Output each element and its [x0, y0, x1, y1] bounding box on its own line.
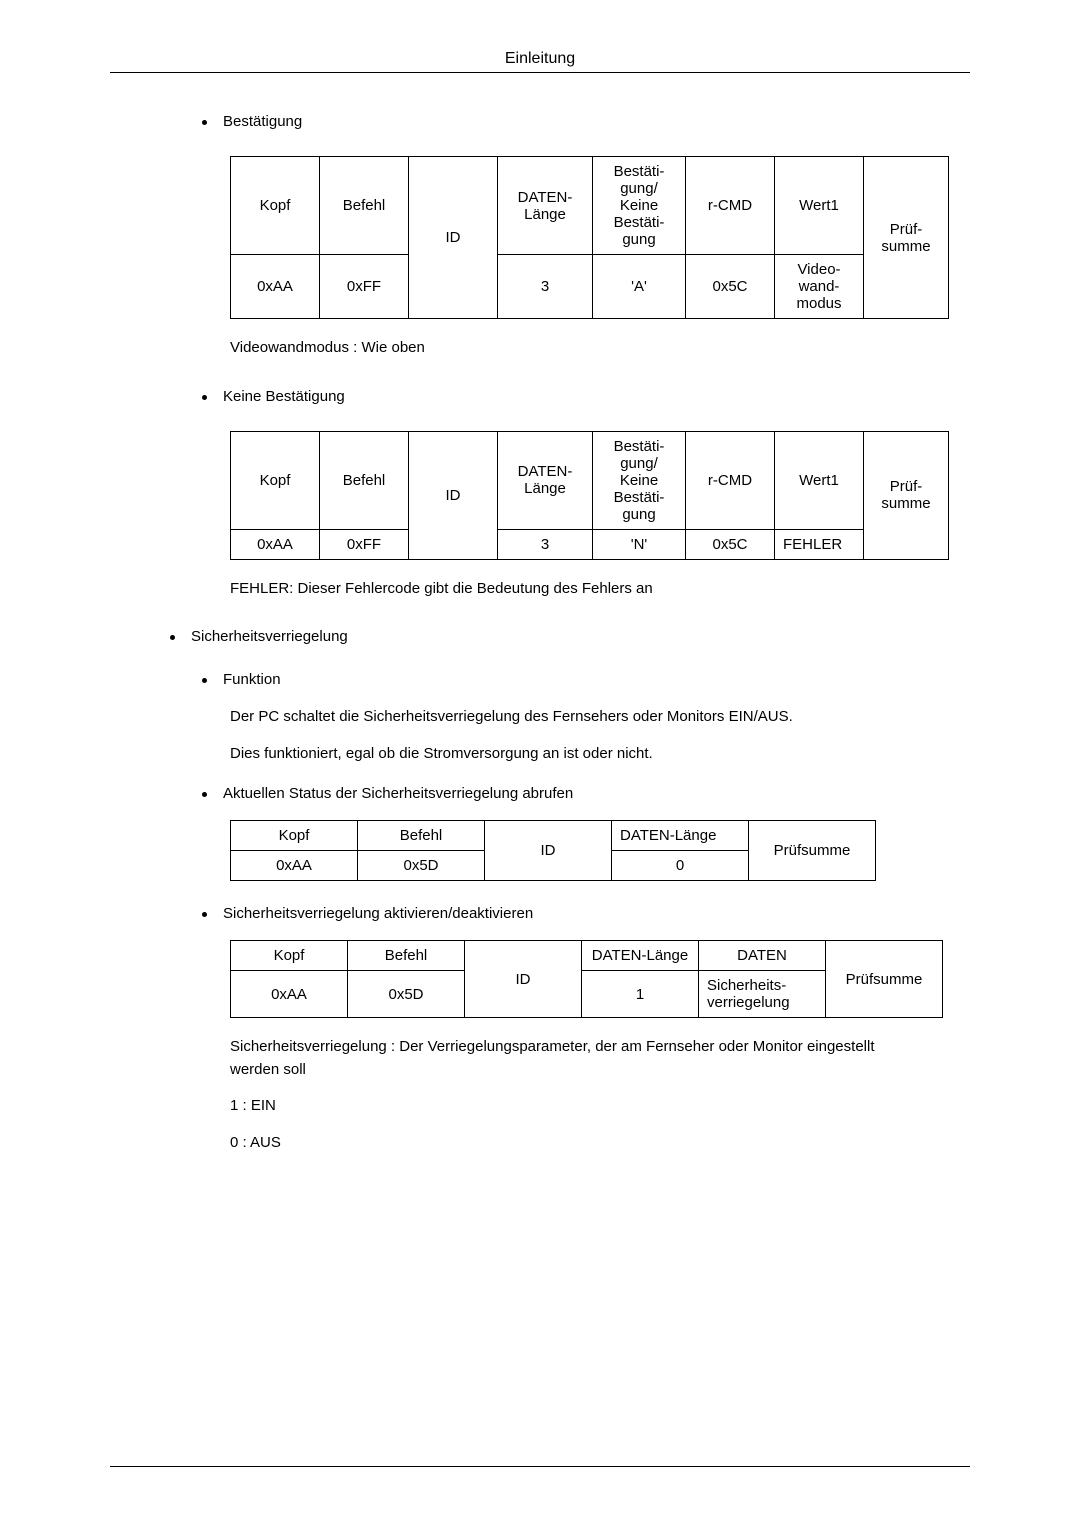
th: Prüfsumme [826, 941, 943, 1018]
page-header: Einleitung [110, 50, 970, 73]
th: Kopf [231, 821, 358, 851]
th: DATEN-Länge [612, 821, 749, 851]
th: DATEN-Länge [582, 941, 699, 971]
th: Befehl [320, 431, 409, 529]
th: ID [485, 821, 612, 881]
td: Video-wand-modus [775, 255, 864, 319]
nack-note: FEHLER: Dieser Fehlercode gibt die Bedeu… [230, 578, 970, 601]
func-text1: Der PC schaltet die Sicherheitsverriegel… [230, 706, 970, 729]
td: 3 [498, 529, 593, 559]
ack-note: Videowandmodus : Wie oben [230, 337, 970, 360]
toggle-table: Kopf Befehl ID DATEN-Länge DATEN Prüfsum… [230, 940, 943, 1018]
th: Kopf [231, 157, 320, 255]
th: DATEN-Länge [498, 157, 593, 255]
status-label: Aktuellen Status der Sicherheitsverriege… [223, 785, 573, 802]
th: ID [409, 157, 498, 319]
nack-table: Kopf Befehl ID DATEN-Länge Bestäti-gung/… [230, 431, 949, 560]
nack-label: Keine Bestätigung [223, 388, 345, 405]
ack-table: Kopf Befehl ID DATEN-Länge Bestäti-gung/… [230, 156, 949, 319]
th: ID [409, 431, 498, 559]
ack-label: Bestätigung [223, 113, 302, 130]
td: Sicherheits-verriegelung [699, 971, 826, 1018]
page-title: Einleitung [505, 50, 575, 67]
bullet-icon [170, 635, 175, 640]
bullet-safety: Sicherheitsverriegelung [170, 628, 970, 645]
td: 0xFF [320, 529, 409, 559]
val-1: 1 : EIN [230, 1095, 970, 1118]
val-0: 0 : AUS [230, 1132, 970, 1155]
td: 0 [612, 851, 749, 881]
th: Befehl [348, 941, 465, 971]
td: 0x5C [686, 255, 775, 319]
td: 0xAA [231, 255, 320, 319]
th: DATEN-Länge [498, 431, 593, 529]
td: 0x5C [686, 529, 775, 559]
bullet-func: Funktion [202, 671, 970, 688]
td: 0xAA [231, 971, 348, 1018]
th: Befehl [320, 157, 409, 255]
bullet-icon [202, 120, 207, 125]
th: Wert1 [775, 157, 864, 255]
toggle-label: Sicherheitsverriegelung aktivieren/deakt… [223, 905, 533, 922]
bullet-icon [202, 678, 207, 683]
th: Wert1 [775, 431, 864, 529]
td: 0xAA [231, 851, 358, 881]
td: 'A' [593, 255, 686, 319]
th: Bestäti-gung/ Keine Bestäti-gung [593, 157, 686, 255]
th: r-CMD [686, 431, 775, 529]
th: ID [465, 941, 582, 1018]
func-label: Funktion [223, 671, 281, 688]
func-text2: Dies funktioniert, egal ob die Stromvers… [230, 743, 970, 766]
status-table: Kopf Befehl ID DATEN-Länge Prüfsumme 0xA… [230, 820, 876, 881]
td: 0xAA [231, 529, 320, 559]
td: 0x5D [358, 851, 485, 881]
bullet-toggle: Sicherheitsverriegelung aktivieren/deakt… [202, 905, 970, 922]
td: 'N' [593, 529, 686, 559]
th: r-CMD [686, 157, 775, 255]
bullet-icon [202, 912, 207, 917]
bullet-status: Aktuellen Status der Sicherheitsverriege… [202, 785, 970, 802]
td: 0x5D [348, 971, 465, 1018]
bullet-icon [202, 792, 207, 797]
bullet-icon [202, 395, 207, 400]
th: Prüf-summe [864, 431, 949, 559]
footer-rule [110, 1466, 970, 1467]
param-text: Sicherheitsverriegelung : Der Verriegelu… [230, 1036, 920, 1081]
th: Bestäti-gung/ Keine Bestäti-gung [593, 431, 686, 529]
page: Einleitung Bestätigung Kopf Befehl ID DA… [0, 0, 1080, 1527]
th: DATEN [699, 941, 826, 971]
bullet-ack: Bestätigung [202, 113, 970, 130]
td: 1 [582, 971, 699, 1018]
th: Kopf [231, 431, 320, 529]
td: 3 [498, 255, 593, 319]
td: FEHLER [775, 529, 864, 559]
th: Prüf-summe [864, 157, 949, 319]
th: Kopf [231, 941, 348, 971]
safety-label: Sicherheitsverriegelung [191, 628, 348, 645]
th: Prüfsumme [749, 821, 876, 881]
td: 0xFF [320, 255, 409, 319]
bullet-nack: Keine Bestätigung [202, 388, 970, 405]
th: Befehl [358, 821, 485, 851]
